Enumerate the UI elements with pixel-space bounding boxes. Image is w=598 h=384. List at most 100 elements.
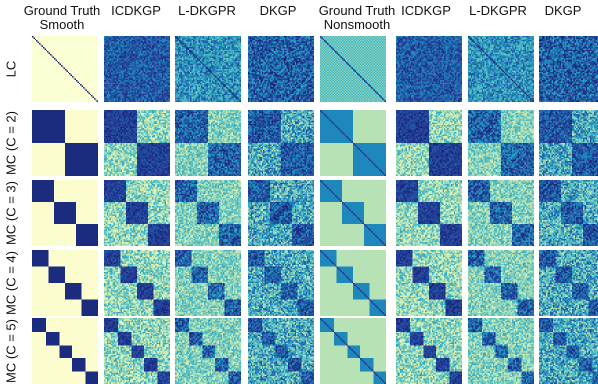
heatmap-cell: [33, 61, 34, 62]
heatmap-cell: [148, 91, 149, 92]
heatmap-cell: [57, 66, 58, 67]
heatmap-cell: [62, 43, 63, 44]
heatmap-cell: [147, 99, 148, 100]
heatmap-cell: [130, 48, 131, 49]
heatmap-cell: [121, 72, 122, 73]
heatmap-cell: [123, 70, 124, 71]
heatmap-cell: [47, 79, 48, 80]
heatmap-cell: [118, 92, 119, 93]
heatmap-cell: [159, 62, 160, 63]
heatmap-cell: [112, 51, 113, 52]
heatmap-cell: [123, 46, 124, 47]
heatmap-cell: [33, 70, 34, 71]
heatmap-cell: [136, 62, 137, 63]
heatmap-cell: [118, 94, 119, 95]
heatmap-cell: [86, 64, 87, 65]
heatmap-cell: [77, 75, 78, 76]
heatmap-cell: [95, 47, 96, 48]
heatmap-cell: [133, 54, 134, 55]
heatmap-cell: [194, 55, 195, 56]
heatmap-cell: [77, 54, 78, 55]
heatmap-cell: [121, 57, 122, 58]
heatmap-cell: [95, 39, 96, 40]
heatmap-cell: [148, 87, 149, 88]
heatmap-cell: [163, 86, 164, 87]
heatmap-cell: [162, 40, 163, 41]
heatmap-cell: [88, 77, 89, 78]
heatmap-cell: [64, 84, 65, 85]
heatmap-cell: [149, 50, 150, 51]
heatmap-cell: [86, 70, 87, 71]
heatmap-cell: [116, 37, 117, 38]
heatmap-cell: [151, 86, 152, 87]
heatmap-cell: [79, 64, 80, 65]
heatmap-cell: [88, 54, 89, 55]
heatmap-cell: [57, 61, 58, 62]
heatmap-cell: [73, 76, 74, 77]
heatmap-cell: [108, 64, 109, 65]
heatmap-cell: [97, 39, 98, 40]
heatmap-cell: [162, 57, 163, 58]
heatmap-cell: [130, 54, 131, 55]
heatmap-cell: [133, 40, 134, 41]
heatmap-panel-r0-c2: [175, 36, 241, 102]
heatmap-cell: [130, 98, 131, 99]
heatmap-cell: [73, 47, 74, 48]
heatmap-cell: [76, 73, 77, 74]
heatmap-cell: [68, 44, 69, 45]
heatmap-cell: [151, 39, 152, 40]
heatmap-cell: [68, 48, 69, 49]
heatmap-cell: [176, 42, 177, 43]
heatmap-cell: [65, 66, 66, 67]
heatmap-cell: [125, 90, 126, 91]
heatmap-cell: [75, 84, 76, 85]
heatmap-cell: [86, 50, 87, 51]
heatmap-cell: [108, 73, 109, 74]
heatmap-cell: [134, 73, 135, 74]
heatmap-cell: [38, 46, 39, 47]
heatmap-cell: [32, 72, 33, 73]
heatmap-cell: [114, 54, 115, 55]
heatmap-cell: [133, 91, 134, 92]
heatmap-cell: [72, 72, 73, 73]
heatmap-cell: [35, 61, 36, 62]
heatmap-cell: [91, 36, 92, 37]
heatmap-cell: [95, 83, 96, 84]
heatmap-cell: [165, 43, 166, 44]
heatmap-cell: [140, 47, 141, 48]
heatmap-cell: [123, 59, 124, 60]
heatmap-cell: [192, 36, 193, 37]
heatmap-cell: [136, 46, 137, 47]
heatmap-cell: [90, 88, 91, 89]
heatmap-cell: [61, 101, 62, 102]
heatmap-cell: [145, 101, 146, 102]
heatmap-cell: [127, 48, 128, 49]
heatmap-cell: [69, 80, 70, 81]
heatmap-cell: [104, 57, 105, 58]
heatmap-cell: [76, 62, 77, 63]
heatmap-cell: [79, 73, 80, 74]
heatmap-cell: [82, 88, 83, 89]
heatmap-cell: [163, 81, 164, 82]
heatmap-cell: [141, 83, 142, 84]
heatmap-cell: [73, 42, 74, 43]
heatmap-cell: [61, 95, 62, 96]
heatmap-cell: [82, 58, 83, 59]
heatmap-cell: [82, 101, 83, 102]
heatmap-cell: [58, 46, 59, 47]
heatmap-cell: [187, 61, 188, 62]
heatmap-cell: [57, 59, 58, 60]
heatmap-cell: [176, 53, 177, 54]
heatmap-cell: [167, 57, 168, 58]
heatmap-cell: [93, 40, 94, 41]
heatmap-cell: [94, 91, 95, 92]
heatmap-cell: [82, 81, 83, 82]
heatmap-cell: [97, 55, 98, 56]
heatmap-cell: [69, 57, 70, 58]
heatmap-cell: [132, 47, 133, 48]
heatmap-cell: [71, 48, 72, 49]
col-header-dkgp-smooth: DKGP: [240, 4, 316, 18]
heatmap-cell: [122, 83, 123, 84]
heatmap-cell: [163, 97, 164, 98]
heatmap-cell: [160, 43, 161, 44]
